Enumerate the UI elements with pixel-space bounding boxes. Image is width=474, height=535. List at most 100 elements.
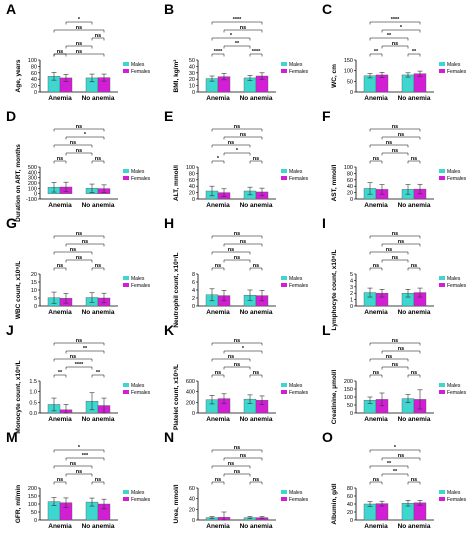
significance-bracket: [211, 53, 225, 57]
significance-bracket: [369, 465, 409, 469]
significance-label: *: [217, 156, 220, 162]
y-tick-label: 150: [344, 387, 353, 393]
significance-bracket: [381, 457, 421, 461]
y-tick-label: 60: [347, 494, 353, 500]
legend-label-males: Males: [289, 169, 303, 175]
significance-label: ns: [411, 477, 417, 483]
legend-swatch-females: [439, 497, 445, 501]
y-tick-label: 0.5: [29, 400, 37, 406]
y-tick-label: 0: [350, 411, 353, 417]
chart-panel-h: H 0 2 4 6 8 Neutrophil count, x10⁹/L Anemia No a…: [158, 214, 316, 328]
significance-bracket: [91, 267, 105, 271]
significance-label: **: [412, 49, 417, 55]
y-tick-label: 8: [192, 272, 195, 278]
panel-label: B: [164, 1, 174, 17]
y-tick-label: 4: [192, 288, 195, 294]
x-category-label: Anemia: [206, 309, 230, 316]
y-tick-label: 400: [186, 390, 195, 396]
y-tick-label: 10: [31, 288, 37, 294]
legend-label-females: Females: [131, 176, 151, 182]
y-axis-label: AST, mmol/l: [331, 164, 338, 201]
significance-bracket: [381, 366, 409, 370]
panel-label: O: [322, 429, 333, 445]
significance-label: ns: [373, 477, 379, 483]
significance-bracket: [65, 45, 93, 49]
significance-bracket: [249, 160, 263, 164]
significance-bracket: [369, 267, 383, 271]
panel-label: C: [322, 1, 332, 17]
significance-label: ns: [234, 231, 240, 237]
x-category-label: No anemia: [398, 202, 431, 209]
x-category-label: Anemia: [48, 523, 72, 530]
significance-bracket: [369, 37, 409, 41]
significance-bracket: [381, 45, 409, 49]
significance-bracket: [381, 243, 421, 247]
significance-label: ns: [70, 354, 76, 360]
chart-panel-o: O 0 20 40 60 80 Albumin, g/dl Anemia No anemia ns…: [316, 428, 474, 535]
chart-svg: O 0 20 40 60 80 Albumin, g/dl Anemia No anemia ns…: [322, 429, 467, 530]
y-tick-label: 100: [28, 58, 37, 64]
significance-label: ns: [234, 445, 240, 451]
y-tick-label: 200: [28, 181, 37, 187]
y-tick-label: 0: [192, 304, 195, 310]
y-tick-label: 0: [350, 518, 353, 524]
significance-bracket: [211, 128, 263, 132]
y-tick-label: 20: [347, 191, 353, 197]
legend-label-males: Males: [447, 383, 461, 389]
significance-bracket: [91, 37, 105, 41]
significance-bracket: [407, 374, 421, 378]
panel-label: A: [6, 1, 16, 17]
y-tick-label: 80: [189, 171, 195, 177]
significance-label: ns: [253, 156, 259, 162]
x-category-label: No anemia: [240, 202, 273, 209]
significance-label: ns: [234, 469, 240, 475]
significance-bracket: [211, 251, 251, 255]
significance-bracket: [369, 342, 421, 346]
legend-label-males: Males: [131, 169, 145, 175]
legend-swatch-males: [439, 169, 445, 173]
y-axis-label: Age, years: [15, 59, 22, 92]
x-category-label: Anemia: [364, 523, 388, 530]
significance-label: *: [242, 346, 245, 352]
chart-svg: H 0 2 4 6 8 Neutrophil count, x10⁹/L Anemia No a…: [164, 215, 309, 328]
y-tick-label: 100: [186, 165, 195, 171]
significance-label: ns: [392, 362, 398, 368]
y-tick-label: 0: [192, 90, 195, 96]
significance-bracket: [223, 457, 263, 461]
y-tick-label: -100: [26, 197, 37, 203]
significance-bracket: [223, 29, 263, 33]
y-tick-label: 6: [192, 280, 195, 286]
significance-label: ns: [228, 461, 234, 467]
legend-label-females: Females: [447, 497, 467, 503]
legend-swatch-males: [439, 276, 445, 280]
significance-label: ns: [76, 255, 82, 261]
significance-label: **: [83, 346, 88, 352]
significance-bracket: [53, 128, 105, 132]
significance-label: ns: [411, 263, 417, 269]
chart-panel-k: K 0 200 400 600 Platelet count, x10⁹/L Anemia N…: [158, 321, 316, 430]
y-tick-label: 1: [350, 298, 353, 304]
y-tick-label: 5: [350, 272, 353, 278]
panel-label: J: [6, 322, 14, 338]
y-axis-label: Urea, mmol/l: [173, 484, 180, 523]
legend-swatch-males: [123, 62, 129, 66]
significance-bracket: [211, 235, 263, 239]
legend-swatch-females: [123, 176, 129, 180]
significance-label: ns: [57, 49, 63, 55]
y-tick-label: 20: [31, 272, 37, 278]
legend-label-males: Males: [131, 276, 145, 282]
y-tick-label: 0: [350, 197, 353, 203]
significance-label: *: [236, 148, 239, 154]
y-tick-label: 100: [344, 165, 353, 171]
y-tick-label: 50: [347, 403, 353, 409]
significance-bracket: [249, 53, 263, 57]
x-category-label: Anemia: [206, 416, 230, 423]
significance-bracket: [211, 465, 251, 469]
y-axis-label: BMI, kg/m²: [173, 59, 180, 93]
significance-bracket: [53, 160, 67, 164]
legend-label-females: Females: [289, 497, 309, 503]
legend-swatch-females: [123, 390, 129, 394]
significance-bracket: [249, 374, 263, 378]
